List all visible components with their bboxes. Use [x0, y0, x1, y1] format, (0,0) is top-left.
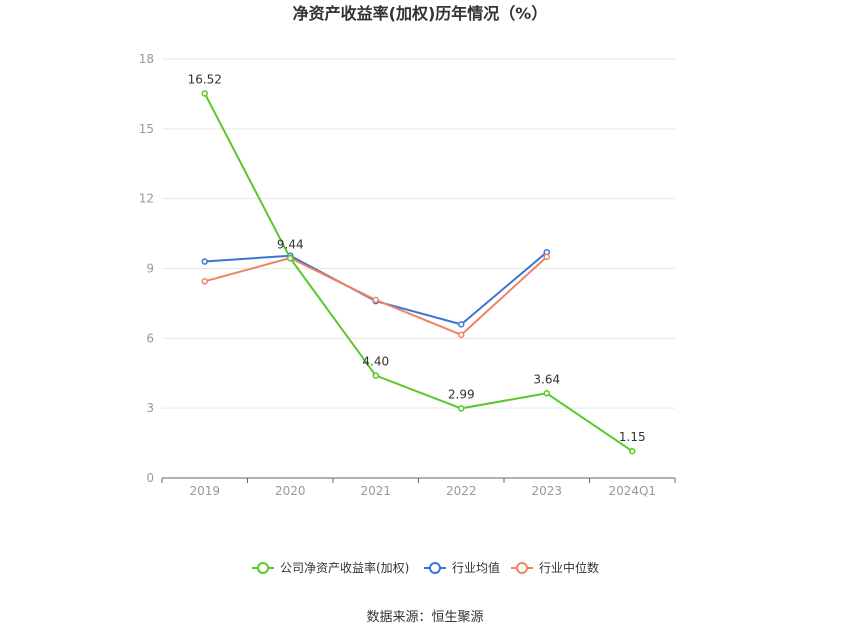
x-tick-label: 2019 — [189, 484, 220, 498]
legend[interactable]: 公司净资产收益率(加权) 行业均值 行业中位数 — [252, 560, 599, 575]
y-tick-label: 15 — [139, 122, 154, 136]
y-tick-label: 9 — [146, 262, 154, 276]
legend-marker-icon — [257, 562, 269, 574]
data-point[interactable] — [287, 255, 294, 262]
y-tick-label: 0 — [146, 471, 154, 485]
data-point[interactable] — [458, 331, 465, 339]
legend-label: 公司净资产收益率(加权) — [280, 560, 409, 575]
data-point[interactable] — [543, 253, 550, 261]
data-point[interactable] — [458, 321, 465, 328]
data-label: 1.15 — [619, 430, 646, 444]
x-tick-label: 2023 — [531, 484, 562, 498]
source-note: 数据来源：恒生聚源 — [366, 610, 483, 625]
legend-item[interactable]: 公司净资产收益率(加权) — [252, 560, 409, 575]
legend-marker-icon — [429, 562, 441, 574]
series-line — [204, 251, 548, 326]
data-point[interactable] — [458, 405, 465, 412]
y-tick-label: 18 — [139, 52, 154, 66]
legend-item[interactable]: 行业均值 — [424, 560, 500, 575]
data-point[interactable] — [629, 447, 636, 455]
data-point[interactable] — [201, 90, 208, 97]
legend-marker-icon — [516, 562, 528, 574]
grid-lines — [162, 58, 675, 409]
y-tick-label: 6 — [146, 331, 154, 345]
x-tick-label: 2020 — [275, 484, 306, 498]
data-label: 2.99 — [448, 387, 475, 401]
legend-label: 行业均值 — [452, 560, 500, 575]
data-point[interactable] — [201, 278, 208, 285]
y-tick-label: 12 — [139, 192, 154, 206]
data-label: 4.40 — [362, 355, 389, 369]
legend-item[interactable]: 行业中位数 — [511, 560, 599, 575]
data-label: 3.64 — [533, 372, 560, 386]
series-line — [203, 92, 633, 453]
data-point[interactable] — [372, 296, 379, 304]
axes: 0 3 6 9 12 15 18 2019 2020 2021 2022 2023 2024Q1 — [139, 52, 676, 498]
data-label: 9.44 — [277, 237, 304, 251]
data-point[interactable] — [543, 390, 550, 397]
x-tick-label: 2021 — [360, 484, 391, 498]
legend-label: 行业中位数 — [539, 560, 599, 575]
data-point[interactable] — [201, 258, 208, 265]
data-point[interactable] — [372, 372, 379, 379]
data-label: 16.52 — [188, 72, 222, 86]
series-lines — [201, 90, 636, 455]
chart-title: 净资产收益率(加权)历年情况（%） — [293, 4, 548, 23]
y-tick-label: 3 — [146, 401, 154, 415]
x-tick-label: 2024Q1 — [608, 484, 656, 498]
data-labels: 16.52 9.44 4.40 2.99 3.64 1.15 — [188, 72, 646, 444]
x-tick-label: 2022 — [446, 484, 477, 498]
